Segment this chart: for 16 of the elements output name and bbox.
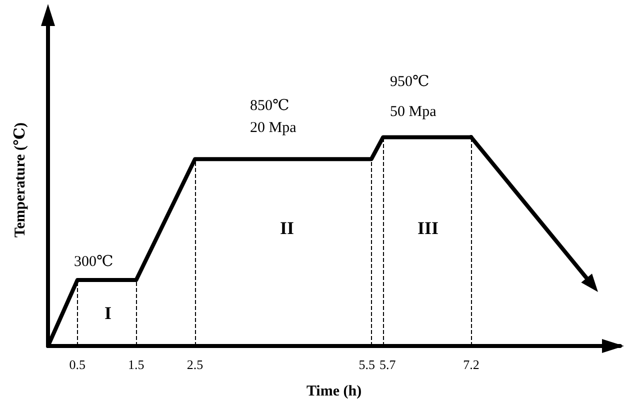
text: 20 Mpa	[250, 120, 297, 136]
x-tick-label: 7.2	[463, 357, 480, 372]
annotation: III	[417, 218, 439, 238]
x-tick-label: 0.5	[69, 357, 86, 372]
annotation: II	[280, 218, 294, 238]
x-tick-label: 5.7	[379, 357, 396, 372]
x-tick-label: 2.5	[186, 357, 204, 372]
x-tick-label: 5.5	[358, 357, 375, 372]
text: 850℃	[250, 98, 290, 114]
annotation: 300℃	[74, 254, 114, 270]
x-tick-label: 1.5	[128, 357, 144, 372]
y-axis-title: Temperature (℃)	[12, 122, 28, 238]
annotation: I	[104, 303, 112, 323]
text: 50 Mpa	[390, 104, 437, 120]
text: 950℃	[390, 74, 430, 90]
x-axis-title: Time (h)	[306, 384, 362, 400]
